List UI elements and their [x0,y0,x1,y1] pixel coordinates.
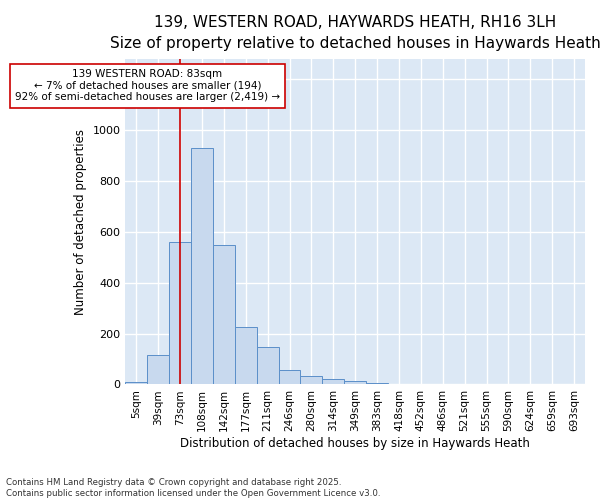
Bar [322,380,344,384]
Text: Contains HM Land Registry data © Crown copyright and database right 2025.
Contai: Contains HM Land Registry data © Crown c… [6,478,380,498]
Bar [301,376,322,384]
Bar [148,355,169,384]
Text: 139 WESTERN ROAD: 83sqm
← 7% of detached houses are smaller (194)
92% of semi-de: 139 WESTERN ROAD: 83sqm ← 7% of detached… [15,70,280,102]
Bar [169,242,191,384]
X-axis label: Distribution of detached houses by size in Haywards Heath: Distribution of detached houses by size … [180,437,530,450]
Bar [278,370,301,384]
Y-axis label: Number of detached properties: Number of detached properties [74,129,87,315]
Bar [257,347,278,385]
Bar [191,148,213,384]
Bar [235,326,257,384]
Title: 139, WESTERN ROAD, HAYWARDS HEATH, RH16 3LH
Size of property relative to detache: 139, WESTERN ROAD, HAYWARDS HEATH, RH16 … [110,15,600,51]
Bar [344,382,366,384]
Bar [213,244,235,384]
Bar [125,382,148,384]
